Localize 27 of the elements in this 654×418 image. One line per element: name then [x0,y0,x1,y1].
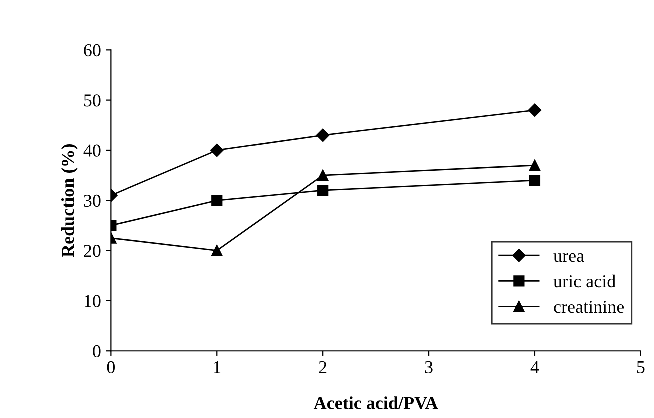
point [212,195,223,206]
x-tick-label: 4 [530,361,540,374]
point [528,104,542,117]
point [529,160,541,172]
legend-label: urea [554,253,584,262]
legend-label: creatinine [554,301,624,314]
x-tick-label: 2 [319,361,327,374]
point [318,170,329,182]
y-tick-label: 50 [84,94,101,107]
y-tick-label: 60 [84,44,101,57]
point [529,175,541,186]
y-tick-label: 10 [84,295,101,308]
x-tick-label: 5 [637,362,645,374]
legend-label: uric acid [554,274,616,288]
y-tick-label: 0 [93,345,101,358]
point [212,245,223,256]
point [316,128,330,142]
y-axis-title: Reduction (%) [61,144,78,258]
x-tick-label: 3 [425,361,433,374]
x-axis-title: Acetic acid/PVA [314,396,438,410]
point [210,144,224,158]
y-tick-label: 40 [84,144,101,157]
y-tick-label: 30 [84,194,101,208]
x-tick-label: 1 [214,361,221,374]
point [318,185,329,196]
y-tick-label: 20 [84,245,101,258]
x-tick-label: 0 [107,361,116,374]
